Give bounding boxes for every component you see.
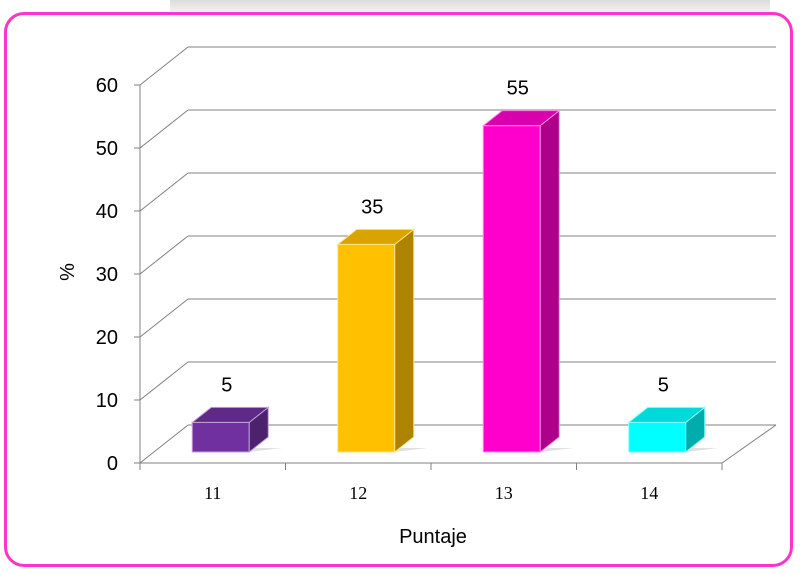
x-axis-title: Puntaje <box>399 526 467 548</box>
gridlines <box>139 46 776 401</box>
floor-right-edge <box>721 424 777 464</box>
gridline-side <box>139 361 189 401</box>
y-tick-label: 50 <box>96 138 118 160</box>
gridline-side <box>139 235 189 275</box>
y-tick-label: 60 <box>96 75 118 97</box>
y-axis-title: % <box>57 263 79 281</box>
floor-left-edge <box>139 424 189 464</box>
bar-side-13 <box>539 109 560 454</box>
x-tick-label: 13 <box>495 483 513 503</box>
data-label-14: 5 <box>658 374 669 396</box>
bar-top-14 <box>627 406 707 423</box>
gridline-side <box>139 109 189 149</box>
data-label-11: 5 <box>221 374 232 396</box>
axes <box>134 84 723 470</box>
y-tick-label: 0 <box>107 453 118 475</box>
y-tick-label: 30 <box>96 264 118 286</box>
x-tick-label: 11 <box>204 483 221 503</box>
bar-top-11 <box>190 406 270 423</box>
data-label-13: 55 <box>507 78 529 100</box>
bar-13 <box>482 125 541 453</box>
bar-11 <box>191 421 250 453</box>
gridline-side <box>139 172 189 212</box>
y-tick-label: 20 <box>96 327 118 349</box>
y-tick-label: 10 <box>96 390 118 412</box>
data-label-12: 35 <box>361 196 383 218</box>
bars <box>190 109 719 454</box>
bar-top-13 <box>481 110 561 127</box>
bar-12 <box>337 243 396 453</box>
bar-side-12 <box>394 228 415 454</box>
x-tick-labels: 11 12 13 14 <box>204 483 658 503</box>
y-tick-label: 40 <box>96 201 118 223</box>
gridline-side <box>139 298 189 338</box>
y-tick-labels: 0 10 20 30 40 50 60 <box>96 75 118 475</box>
bar-14 <box>628 421 687 453</box>
background-band <box>170 0 770 12</box>
gridline-side <box>139 46 189 86</box>
bar-top-12 <box>336 228 416 245</box>
x-tick-label: 12 <box>349 483 367 503</box>
x-tick-label: 14 <box>640 483 658 503</box>
